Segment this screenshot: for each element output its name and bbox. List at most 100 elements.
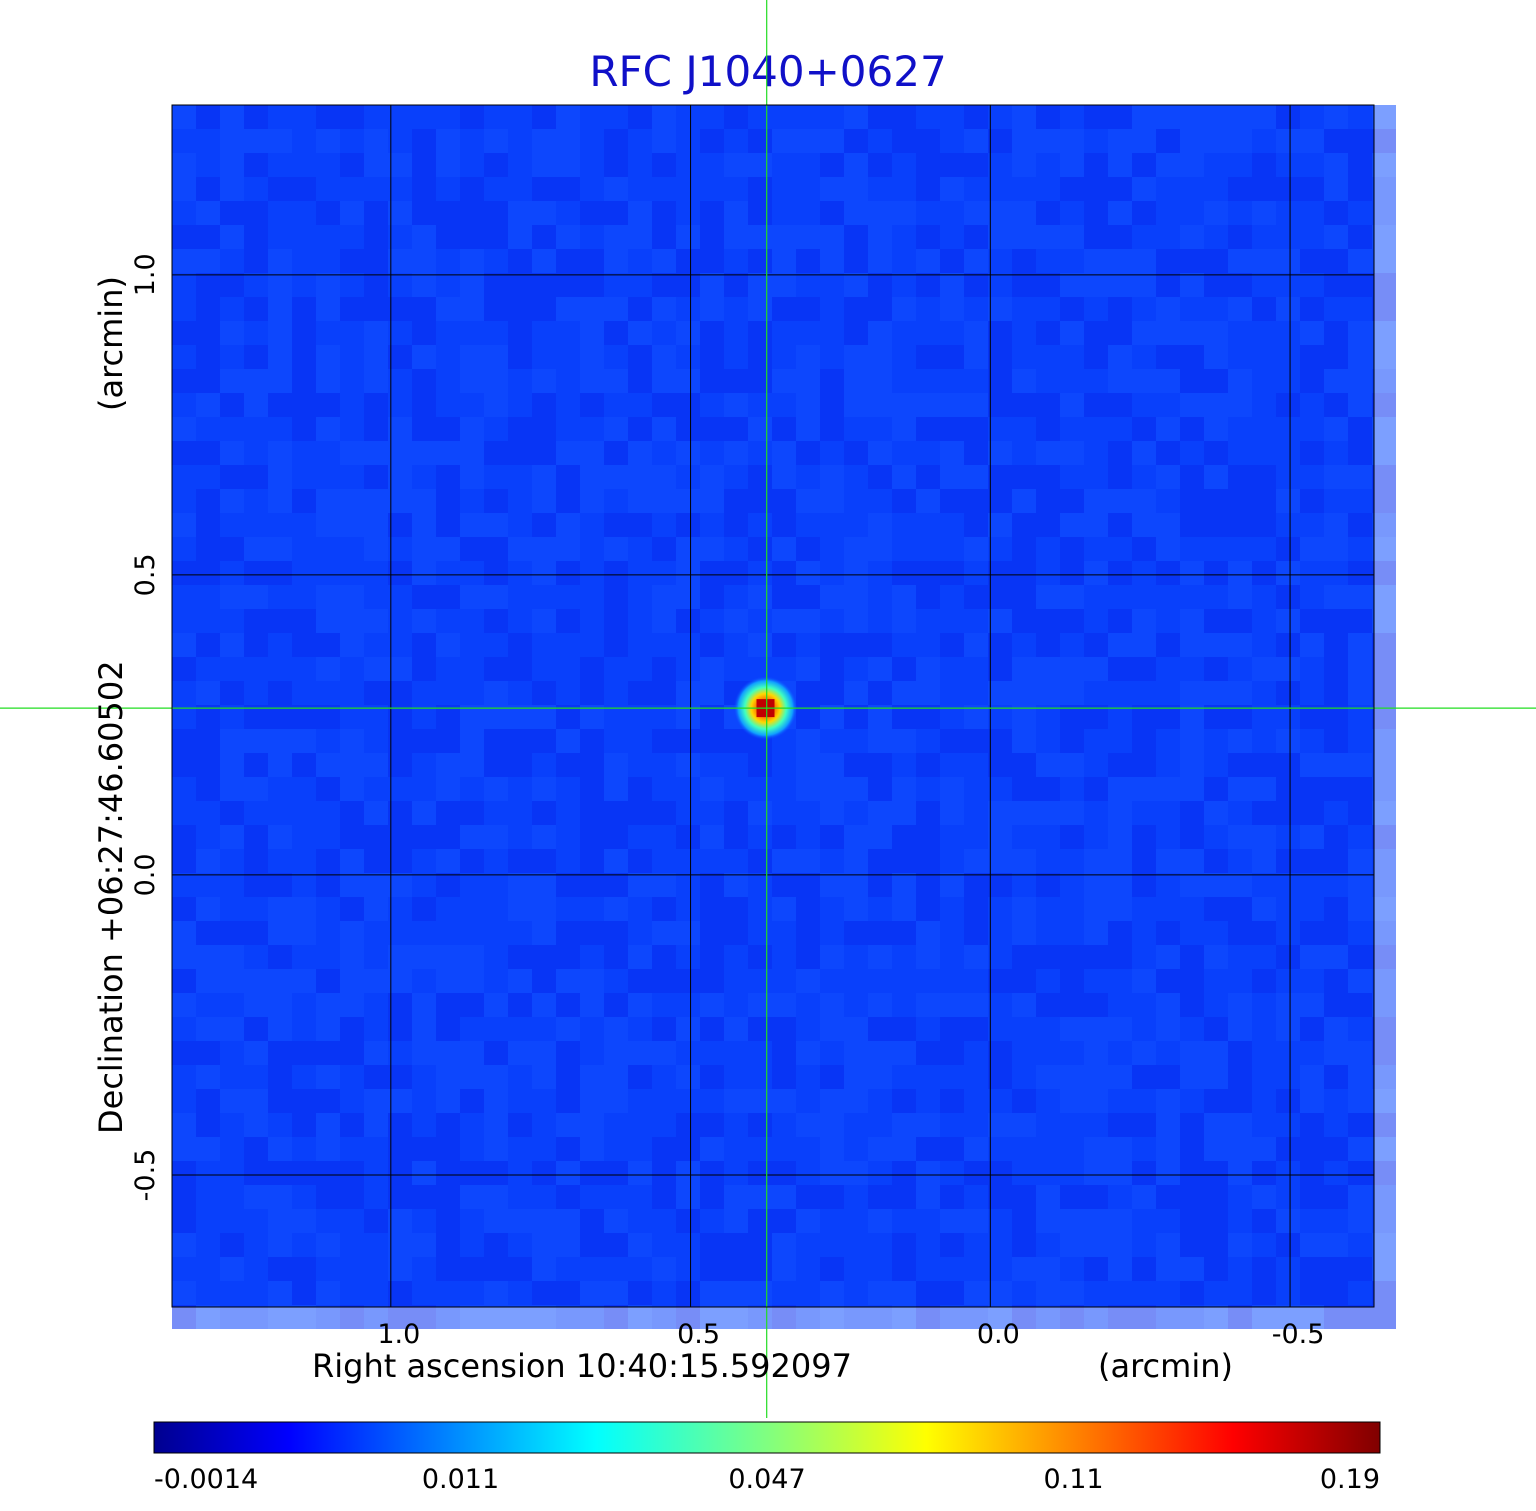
noise-cell: [892, 1161, 916, 1185]
noise-cell: [556, 465, 580, 489]
noise-cell: [1324, 1137, 1348, 1161]
noise-cell: [1228, 153, 1252, 177]
noise-cell: [868, 681, 892, 705]
noise-cell: [1372, 777, 1396, 801]
noise-cell: [604, 921, 628, 945]
noise-cell: [1132, 609, 1156, 633]
noise-cell: [628, 273, 652, 297]
noise-cell: [220, 1185, 244, 1209]
noise-cell: [1180, 105, 1204, 129]
y-axis-label: Declination +06:27:46.60502: [92, 660, 130, 1134]
noise-cell: [292, 201, 316, 225]
noise-cell: [820, 1089, 844, 1113]
noise-cell: [988, 1041, 1012, 1065]
noise-cell: [388, 1137, 412, 1161]
noise-cell: [292, 225, 316, 249]
noise-cell: [724, 537, 748, 561]
noise-cell: [1204, 249, 1228, 273]
noise-cell: [556, 513, 580, 537]
noise-cell: [460, 825, 484, 849]
noise-cell: [1276, 561, 1300, 585]
noise-cell: [700, 585, 724, 609]
noise-cell: [604, 657, 628, 681]
noise-cell: [892, 801, 916, 825]
noise-cell: [1276, 801, 1300, 825]
noise-cell: [244, 1137, 268, 1161]
noise-cell: [940, 345, 964, 369]
noise-cell: [820, 1209, 844, 1233]
noise-cell: [1228, 273, 1252, 297]
noise-cell: [268, 705, 292, 729]
noise-cell: [316, 1089, 340, 1113]
noise-cell: [748, 633, 772, 657]
noise-cell: [1276, 681, 1300, 705]
noise-cell: [652, 1113, 676, 1137]
noise-cell: [724, 849, 748, 873]
noise-cell: [604, 513, 628, 537]
noise-cell: [244, 1017, 268, 1041]
noise-cell: [268, 153, 292, 177]
noise-cell: [1228, 633, 1252, 657]
noise-cell: [1276, 129, 1300, 153]
noise-cell: [508, 849, 532, 873]
noise-cell: [940, 225, 964, 249]
x-tick-label: 0.5: [677, 1319, 720, 1350]
noise-cell: [436, 369, 460, 393]
noise-cell: [484, 1017, 508, 1041]
noise-cell: [364, 1161, 388, 1185]
noise-cell: [1132, 705, 1156, 729]
noise-cell: [172, 729, 196, 753]
noise-cell: [196, 753, 220, 777]
noise-cell: [820, 225, 844, 249]
noise-cell: [1012, 1305, 1036, 1329]
noise-cell: [196, 561, 220, 585]
noise-cell: [460, 681, 484, 705]
noise-cell: [1156, 657, 1180, 681]
noise-cell: [1108, 1137, 1132, 1161]
noise-cell: [292, 1065, 316, 1089]
noise-cell: [772, 561, 796, 585]
noise-cell: [676, 417, 700, 441]
noise-cell: [916, 585, 940, 609]
noise-cell: [1348, 993, 1372, 1017]
noise-cell: [484, 657, 508, 681]
noise-cell: [796, 225, 820, 249]
noise-cell: [1252, 561, 1276, 585]
noise-cell: [244, 105, 268, 129]
noise-cell: [1012, 129, 1036, 153]
noise-cell: [364, 993, 388, 1017]
noise-cell: [580, 1041, 604, 1065]
noise-cell: [580, 225, 604, 249]
noise-cell: [1036, 657, 1060, 681]
noise-cell: [316, 1017, 340, 1041]
noise-cell: [868, 609, 892, 633]
noise-cell: [1228, 1281, 1252, 1305]
noise-cell: [172, 489, 196, 513]
noise-cell: [1204, 897, 1228, 921]
noise-cell: [796, 1161, 820, 1185]
noise-cell: [412, 1065, 436, 1089]
noise-cell: [892, 369, 916, 393]
noise-cell: [460, 897, 484, 921]
noise-cell: [292, 177, 316, 201]
noise-cell: [1156, 849, 1180, 873]
noise-cell: [196, 777, 220, 801]
noise-cell: [1108, 1041, 1132, 1065]
noise-cell: [916, 921, 940, 945]
noise-cell: [940, 681, 964, 705]
y-axis-unit: (arcmin): [92, 276, 130, 411]
noise-cell: [844, 633, 868, 657]
noise-cell: [604, 753, 628, 777]
noise-cell: [844, 441, 868, 465]
noise-cell: [1180, 561, 1204, 585]
noise-cell: [940, 1137, 964, 1161]
noise-cell: [1132, 1305, 1156, 1329]
noise-cell: [604, 297, 628, 321]
noise-cell: [1060, 177, 1084, 201]
noise-cell: [1084, 297, 1108, 321]
noise-cell: [892, 609, 916, 633]
noise-cell: [1084, 1233, 1108, 1257]
noise-cell: [388, 273, 412, 297]
noise-cell: [172, 1065, 196, 1089]
noise-cell: [580, 681, 604, 705]
